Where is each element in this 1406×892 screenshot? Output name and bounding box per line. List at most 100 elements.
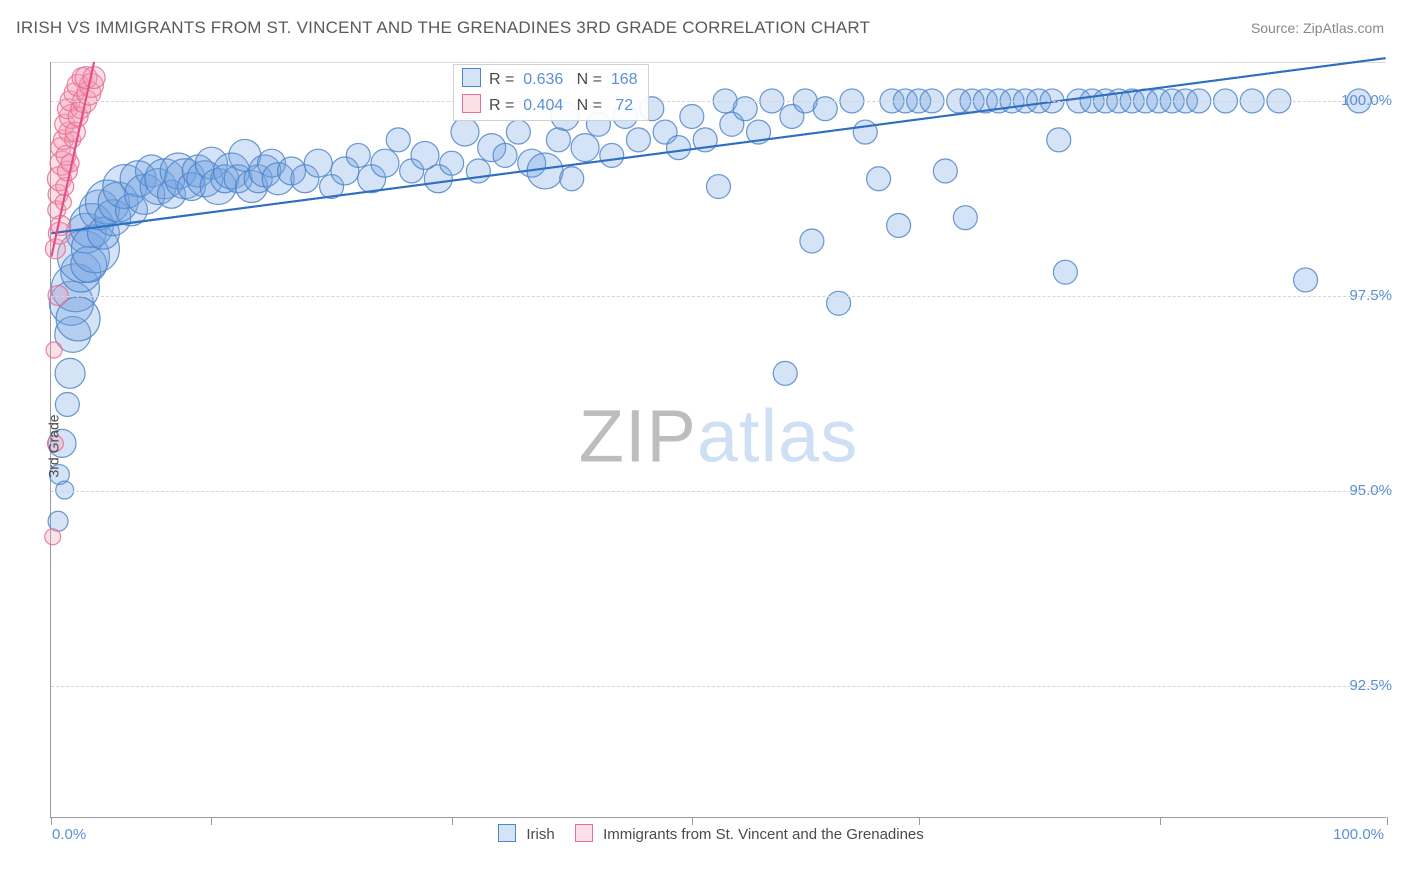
point-irish bbox=[466, 159, 490, 183]
point-irish bbox=[1294, 268, 1318, 292]
point-svg_imm bbox=[56, 145, 76, 165]
point-irish bbox=[720, 112, 744, 136]
stats-r-label: R = bbox=[489, 71, 514, 88]
point-irish bbox=[780, 105, 804, 129]
point-irish bbox=[224, 165, 252, 193]
point-irish bbox=[177, 173, 205, 201]
point-svg_imm bbox=[57, 161, 77, 181]
stats-row-irish: R = 0.636 N = 168 bbox=[462, 67, 638, 93]
point-svg_imm bbox=[59, 105, 83, 129]
stats-n-svg: 72 bbox=[615, 97, 633, 114]
stats-r-irish: 0.636 bbox=[523, 71, 563, 88]
legend-label-irish: Irish bbox=[526, 826, 554, 843]
point-irish bbox=[249, 155, 281, 187]
chart-plot-area: ZIPatlas bbox=[50, 62, 1386, 818]
point-svg_imm bbox=[51, 215, 71, 235]
point-irish bbox=[200, 169, 236, 205]
point-irish bbox=[135, 155, 167, 187]
point-irish bbox=[386, 128, 410, 152]
point-irish bbox=[55, 358, 85, 388]
point-irish bbox=[707, 175, 731, 199]
point-svg_imm bbox=[56, 178, 74, 196]
point-svg_imm bbox=[48, 222, 70, 244]
point-irish bbox=[411, 141, 439, 169]
point-irish bbox=[693, 128, 717, 152]
point-irish bbox=[182, 155, 214, 187]
y-axis-label: 3rd Grade bbox=[46, 414, 62, 477]
point-irish bbox=[157, 180, 185, 208]
point-svg_imm bbox=[53, 130, 73, 150]
point-irish bbox=[278, 157, 306, 185]
chart-svg-layer bbox=[51, 62, 1386, 817]
point-svg_imm bbox=[65, 122, 85, 142]
trend-line-top-svg_imm bbox=[51, 62, 94, 257]
point-irish bbox=[160, 153, 196, 189]
point-irish bbox=[87, 217, 119, 249]
point-irish bbox=[887, 213, 911, 237]
point-irish bbox=[95, 200, 131, 236]
point-irish bbox=[49, 281, 93, 325]
stats-row-svg: R = 0.404 N = 72 bbox=[462, 93, 638, 119]
point-irish bbox=[478, 134, 506, 162]
point-irish bbox=[229, 139, 261, 171]
point-irish bbox=[506, 120, 530, 144]
y-tick-label: 92.5% bbox=[1349, 677, 1392, 694]
stats-swatch-svg bbox=[462, 94, 481, 113]
point-svg_imm bbox=[45, 239, 65, 259]
trend-line-svg_imm bbox=[51, 62, 94, 257]
point-irish bbox=[653, 120, 677, 144]
point-irish bbox=[51, 264, 99, 312]
point-irish bbox=[571, 134, 599, 162]
y-tick-label: 97.5% bbox=[1349, 287, 1392, 304]
point-irish bbox=[55, 392, 79, 416]
point-irish bbox=[853, 120, 877, 144]
y-gridline bbox=[51, 686, 1386, 687]
point-irish bbox=[400, 159, 424, 183]
point-irish bbox=[800, 229, 824, 253]
point-irish bbox=[1053, 260, 1077, 284]
point-svg_imm bbox=[50, 151, 74, 175]
point-svg_imm bbox=[72, 68, 92, 88]
point-irish bbox=[236, 171, 268, 203]
point-irish bbox=[953, 206, 977, 230]
point-irish bbox=[331, 157, 359, 185]
watermark: ZIPatlas bbox=[579, 393, 858, 478]
point-irish bbox=[747, 120, 771, 144]
point-irish bbox=[346, 143, 370, 167]
point-irish bbox=[79, 190, 119, 230]
point-svg_imm bbox=[51, 138, 71, 158]
point-irish bbox=[626, 128, 650, 152]
point-irish bbox=[451, 118, 479, 146]
y-tick-label: 100.0% bbox=[1341, 92, 1392, 109]
point-svg_imm bbox=[47, 167, 71, 191]
point-irish bbox=[773, 361, 797, 385]
point-irish bbox=[66, 213, 106, 253]
point-svg_imm bbox=[55, 194, 71, 210]
point-irish bbox=[867, 167, 891, 191]
point-irish bbox=[358, 165, 386, 193]
y-gridline bbox=[51, 101, 1386, 102]
point-irish bbox=[600, 143, 624, 167]
point-irish bbox=[165, 159, 205, 199]
point-irish bbox=[125, 174, 165, 214]
source-label: Source: bbox=[1251, 20, 1299, 36]
point-irish bbox=[440, 151, 464, 175]
point-irish bbox=[140, 169, 176, 205]
point-irish bbox=[98, 182, 138, 222]
point-svg_imm bbox=[48, 201, 66, 219]
chart-title: IRISH VS IMMIGRANTS FROM ST. VINCENT AND… bbox=[16, 18, 870, 38]
stats-r-svg: 0.404 bbox=[523, 97, 563, 114]
point-irish bbox=[546, 128, 570, 152]
point-irish bbox=[304, 149, 332, 177]
point-irish bbox=[55, 316, 91, 352]
point-irish bbox=[120, 161, 156, 197]
point-irish bbox=[103, 165, 147, 209]
point-irish bbox=[61, 252, 101, 292]
stats-legend-box: R = 0.636 N = 168 R = 0.404 N = 72 bbox=[453, 64, 649, 121]
legend-swatch-irish bbox=[498, 824, 516, 842]
point-svg_imm bbox=[59, 122, 79, 142]
point-irish bbox=[196, 147, 228, 179]
point-irish bbox=[666, 136, 690, 160]
stats-n-irish: 168 bbox=[611, 71, 638, 88]
point-svg_imm bbox=[67, 74, 89, 96]
